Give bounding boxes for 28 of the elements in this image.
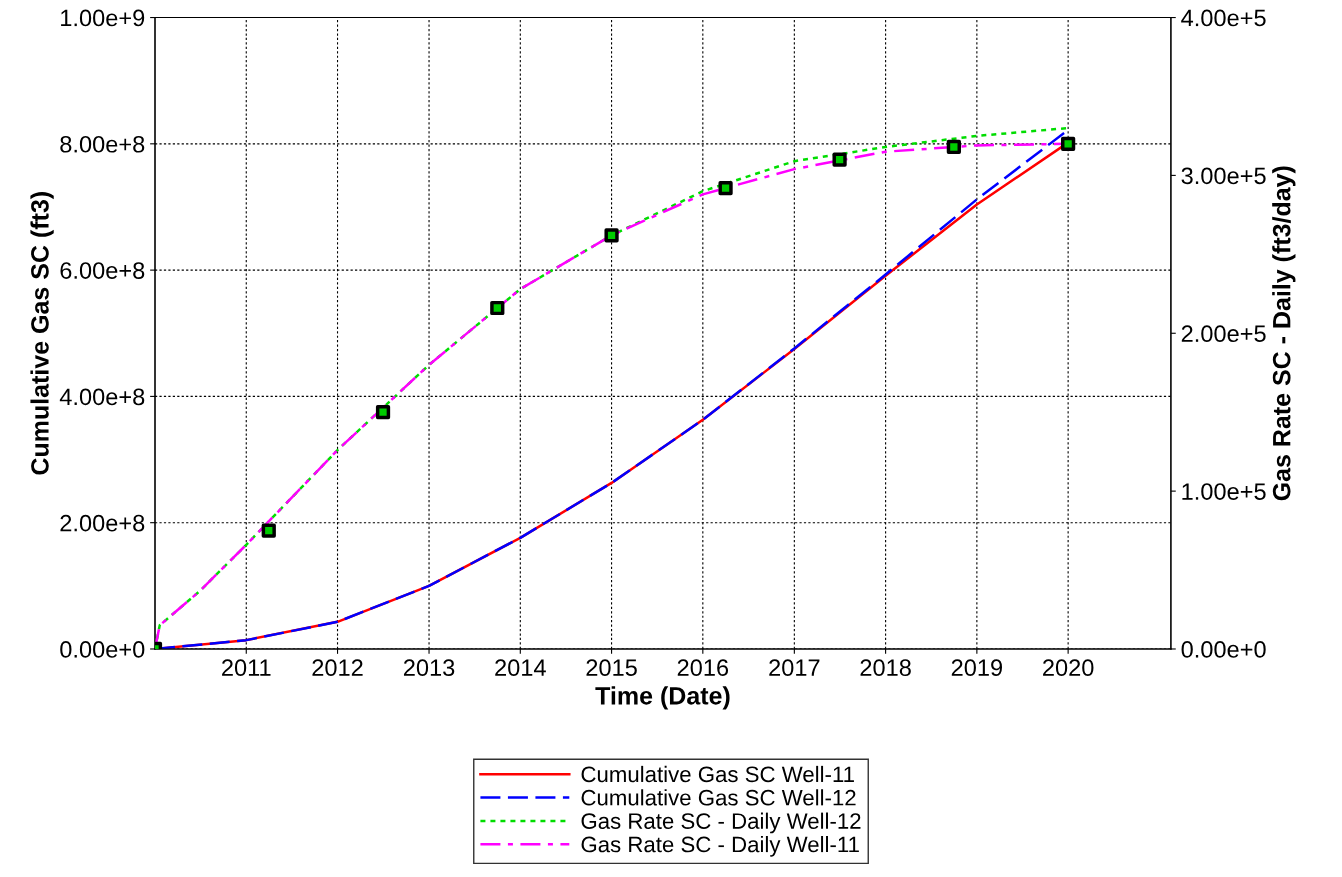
legend-label: Gas Rate SC - Daily Well-11: [581, 836, 859, 857]
y2-tick-label: 1.00e+5: [1182, 483, 1266, 500]
y2-tick-label: 4.00e+5: [1181, 9, 1266, 27]
x-tick-label: 2016: [677, 659, 729, 677]
x-tick-label: 2011: [222, 659, 271, 677]
y-axis-title: Cumulative Gas SC (ft3): [30, 192, 54, 475]
y2-tick-label: 0.00e+0: [1181, 641, 1266, 658]
legend-label: Gas Rate SC - Daily Well-12: [581, 812, 861, 834]
x-tick-label: 2013: [403, 659, 455, 677]
x-tick-label: 2014: [495, 659, 546, 677]
x-tick-label: 2017: [769, 659, 820, 677]
y-tick-label: 4.00e+8: [59, 388, 145, 406]
x-tick-label: 2012: [312, 659, 363, 677]
legend-label: Cumulative Gas SC Well-12: [581, 789, 856, 806]
y-tick-label: 1.00e+9: [61, 9, 145, 27]
legend-label: Cumulative Gas SC Well-11: [581, 765, 854, 783]
y2-tick-label: 3.00e+5: [1181, 167, 1266, 185]
x-axis-title: Time (Date): [595, 686, 730, 710]
x-tick-label: 2020: [1043, 659, 1094, 677]
y-tick-label: 8.00e+8: [60, 135, 145, 153]
y-tick-label: 6.00e+8: [60, 262, 145, 279]
x-tick-label: 2018: [860, 659, 911, 677]
y-tick-label: 2.00e+8: [60, 514, 145, 532]
x-tick-label: 2019: [951, 659, 1003, 677]
y2-tick-label: 2.00e+5: [1181, 325, 1266, 343]
y-tick-label: 0.00e+0: [60, 641, 145, 658]
y2-axis-title: Gas Rate SC - Daily (ft3/day): [1272, 166, 1296, 501]
x-tick-label: 2015: [586, 659, 637, 677]
